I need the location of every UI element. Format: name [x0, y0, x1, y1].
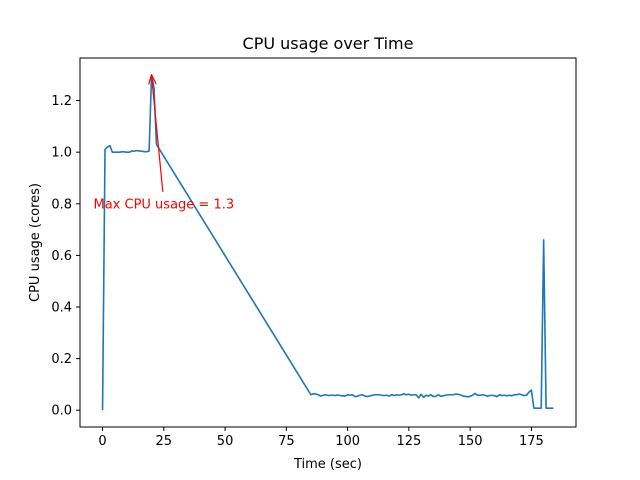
y-axis-label: CPU usage (cores) — [28, 183, 43, 302]
chart-title: CPU usage over Time — [243, 34, 414, 53]
y-tick-label: 0.6 — [51, 249, 72, 264]
x-tick-label: 100 — [335, 434, 360, 449]
y-tick-label: 0.4 — [51, 301, 72, 316]
y-axis-ticks: 0.0 0.2 0.4 0.6 0.8 1.0 1.2 — [51, 94, 80, 419]
x-tick-label: 125 — [396, 434, 421, 449]
y-tick-label: 0.2 — [51, 352, 72, 367]
annotation-layer: Max CPU usage = 1.3 — [93, 76, 234, 212]
annotation-text: Max CPU usage = 1.3 — [93, 197, 234, 212]
y-tick-label: 1.0 — [51, 146, 72, 161]
x-tick-label: 25 — [156, 434, 173, 449]
y-tick-label: 0.8 — [51, 197, 72, 212]
annotation-arrow — [152, 76, 164, 192]
x-tick-label: 150 — [458, 434, 483, 449]
plot-area — [80, 58, 576, 427]
y-tick-label: 0.0 — [51, 404, 72, 419]
x-tick-label: 175 — [519, 434, 544, 449]
y-tick-label: 1.2 — [51, 94, 72, 109]
x-tick-label: 50 — [217, 434, 234, 449]
x-tick-label: 75 — [278, 434, 295, 449]
x-axis-ticks: 0 25 50 75 100 125 150 175 — [98, 427, 544, 449]
x-tick-label: 0 — [98, 434, 106, 449]
plot-frame — [79, 57, 577, 428]
x-axis-label: Time (sec) — [293, 457, 362, 472]
